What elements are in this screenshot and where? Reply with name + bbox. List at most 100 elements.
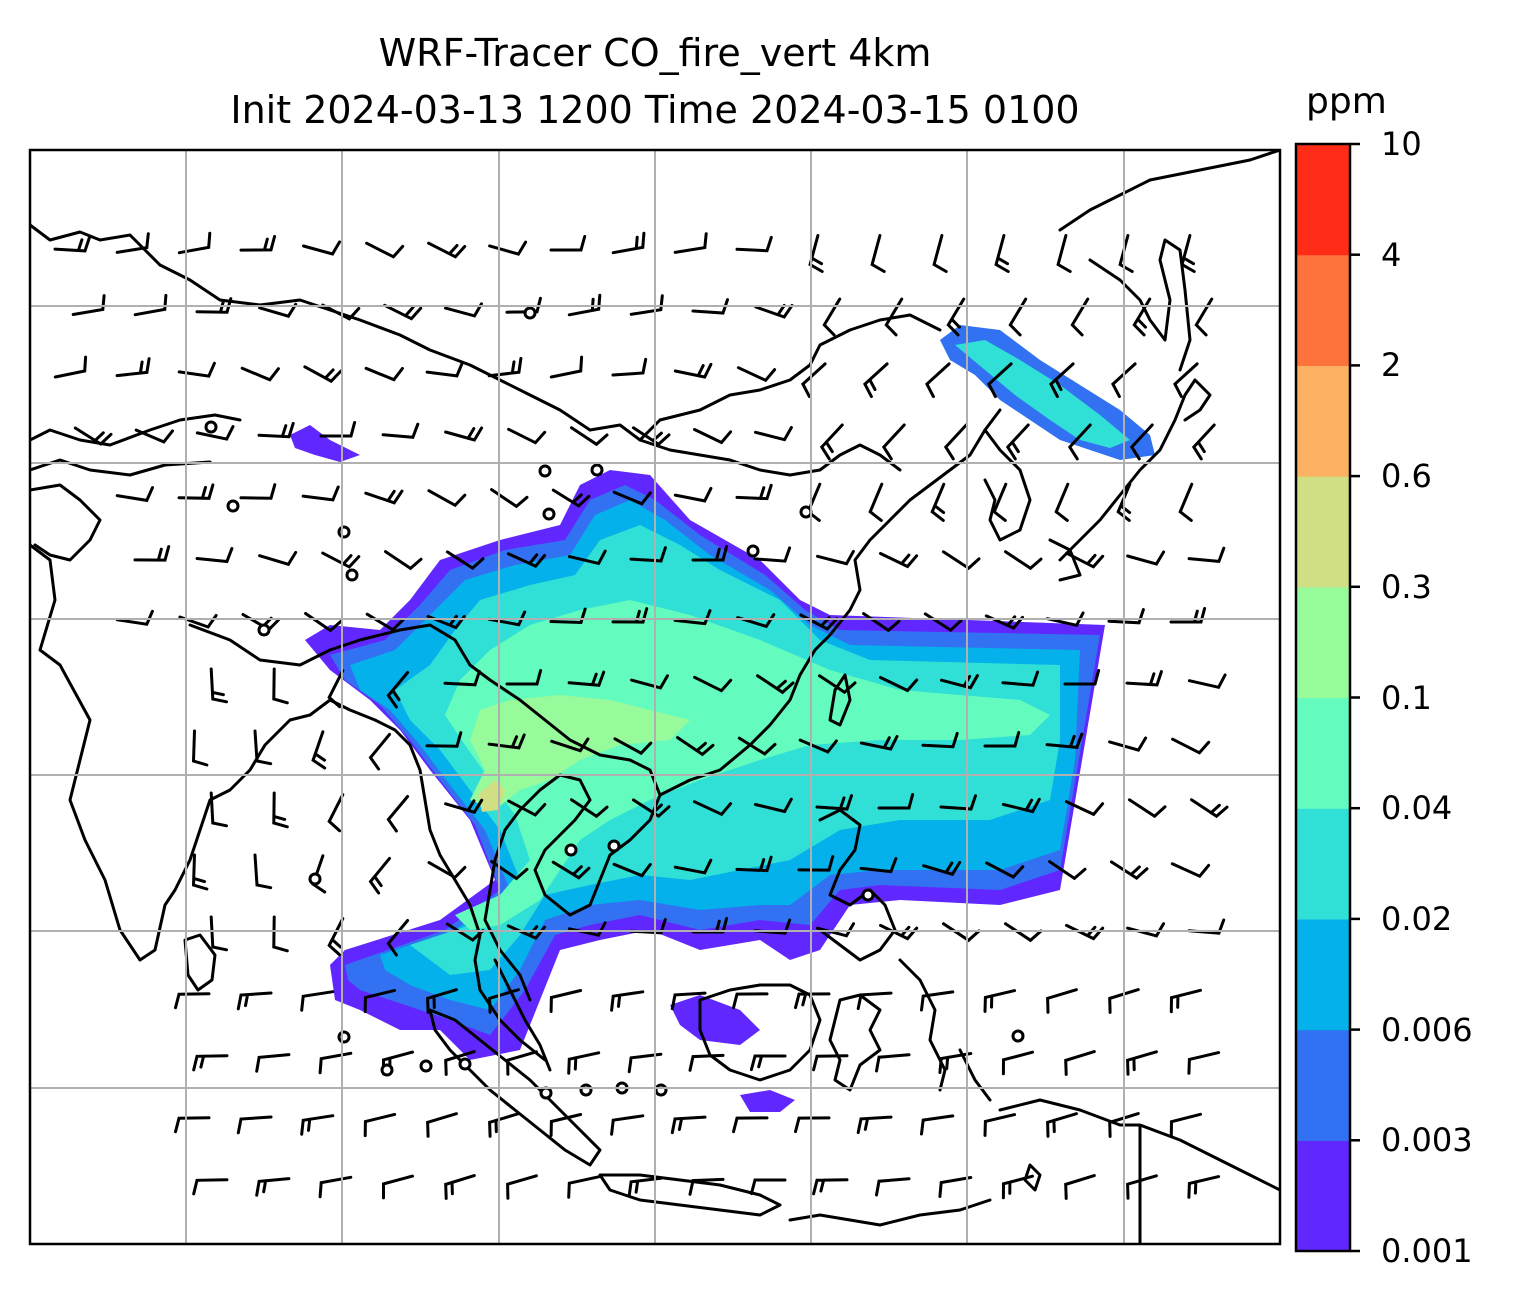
wind-barb: [1126, 550, 1166, 566]
wind-barb: [612, 862, 652, 878]
wind-barb: [693, 428, 733, 445]
wind-barb: [115, 609, 154, 626]
wind-barb: [386, 795, 410, 833]
wind-barb: [177, 483, 215, 500]
colorbar-tick-label: 0.003: [1381, 1121, 1473, 1160]
wind-barb: [174, 1116, 211, 1134]
wind-barb: [732, 1116, 769, 1134]
wind-barb: [879, 552, 919, 569]
wind-barb: [567, 1175, 601, 1199]
calm-wind-circle: [204, 420, 218, 434]
coastline-philippines: [818, 808, 897, 962]
wind-barb: [321, 303, 361, 321]
calm-wind-circle: [590, 463, 604, 477]
coastline-sulawesi: [828, 993, 882, 1092]
wind-barb: [236, 1115, 273, 1135]
wind-barb: [209, 915, 228, 952]
wind-barb: [253, 729, 273, 766]
wind-barb: [611, 231, 646, 255]
wind-barb: [115, 486, 154, 503]
wind-barb: [925, 362, 951, 399]
wind-barb: [1045, 611, 1085, 628]
wind-barb: [1126, 922, 1165, 938]
calm-wind-circle: [458, 1057, 472, 1071]
wind-barb: [1004, 922, 1043, 943]
wind-barb: [1126, 1050, 1158, 1076]
wind-barb: [749, 1054, 787, 1072]
wind-barb: [1129, 423, 1154, 461]
wind-barb: [1180, 234, 1196, 273]
plume-level-0.1: [470, 695, 690, 810]
wind-barb: [444, 302, 483, 318]
wind-barb: [426, 988, 458, 1014]
wind-barb: [877, 793, 915, 810]
wind-barb: [507, 799, 547, 817]
wind-barb: [735, 855, 773, 873]
wind-barb: [693, 675, 733, 693]
wind-barb: [550, 737, 590, 753]
co-fire-plume: [290, 325, 1155, 1112]
wind-barb: [735, 483, 773, 501]
wind-barb: [300, 1114, 335, 1136]
wind-barb: [868, 482, 884, 522]
wind-barb: [938, 1052, 973, 1074]
wind-barb: [627, 1176, 663, 1198]
wind-barb: [688, 1177, 725, 1196]
wind-barb: [386, 919, 410, 957]
wind-barb: [549, 607, 587, 625]
calm-wind-circle: [337, 525, 351, 539]
wind-barb: [1169, 988, 1202, 1014]
wind-barb: [983, 989, 1017, 1013]
wind-barb: [932, 234, 948, 273]
wind-barb: [195, 547, 234, 564]
wind-barb: [1048, 860, 1087, 881]
wind-barb: [570, 426, 609, 447]
calm-wind-circle: [861, 888, 875, 902]
wind-barb: [856, 1115, 893, 1135]
wind-barb: [941, 550, 981, 571]
wind-barb: [613, 737, 653, 756]
wind-barb: [1046, 988, 1078, 1014]
wind-barb: [692, 800, 733, 817]
coastline-moluccas: [898, 958, 992, 1102]
wind-barb: [670, 1115, 707, 1135]
wind-barb: [610, 990, 645, 1012]
wind-barb: [1001, 797, 1041, 814]
wind-barb: [756, 674, 795, 695]
wind-barb: [272, 667, 289, 705]
calm-wind-circle: [226, 499, 240, 513]
calm-wind-circle: [564, 843, 578, 857]
wind-barb: [425, 731, 463, 748]
wind-barb: [1111, 362, 1137, 399]
wind-barb: [879, 676, 919, 693]
wind-barb: [798, 738, 838, 754]
wind-barb: [1046, 1112, 1078, 1138]
wind-barb: [1187, 1175, 1221, 1199]
wind-barb: [115, 357, 151, 378]
wind-barb: [1008, 297, 1028, 337]
plume-north-inner: [955, 340, 1130, 448]
colorbar-segment-6: [1296, 476, 1350, 588]
border-mongolia: [588, 313, 942, 442]
wind-barb: [673, 858, 713, 875]
wind-barb: [327, 917, 345, 957]
border-russia-kazakh: [158, 263, 592, 432]
wind-barb: [506, 1050, 538, 1076]
calm-wind-circle: [419, 1059, 433, 1073]
wind-barb: [630, 674, 669, 690]
wind-barb: [255, 1177, 291, 1197]
wind-barb: [567, 293, 602, 317]
wind-barb: [258, 302, 298, 318]
wind-barb: [1001, 1174, 1034, 1200]
wind-barb: [673, 486, 713, 503]
wind-barb: [318, 1175, 353, 1199]
wind-barb: [816, 549, 855, 566]
calm-wind-circle: [345, 568, 359, 582]
calm-wind-circle: [308, 872, 322, 886]
map-title-line1: WRF-Tracer CO_fire_vert 4km: [378, 31, 932, 75]
wind-barb: [272, 791, 289, 829]
wind-barb: [381, 422, 420, 439]
wind-barb: [364, 366, 404, 382]
colorbar-segment-1: [1296, 1029, 1350, 1141]
